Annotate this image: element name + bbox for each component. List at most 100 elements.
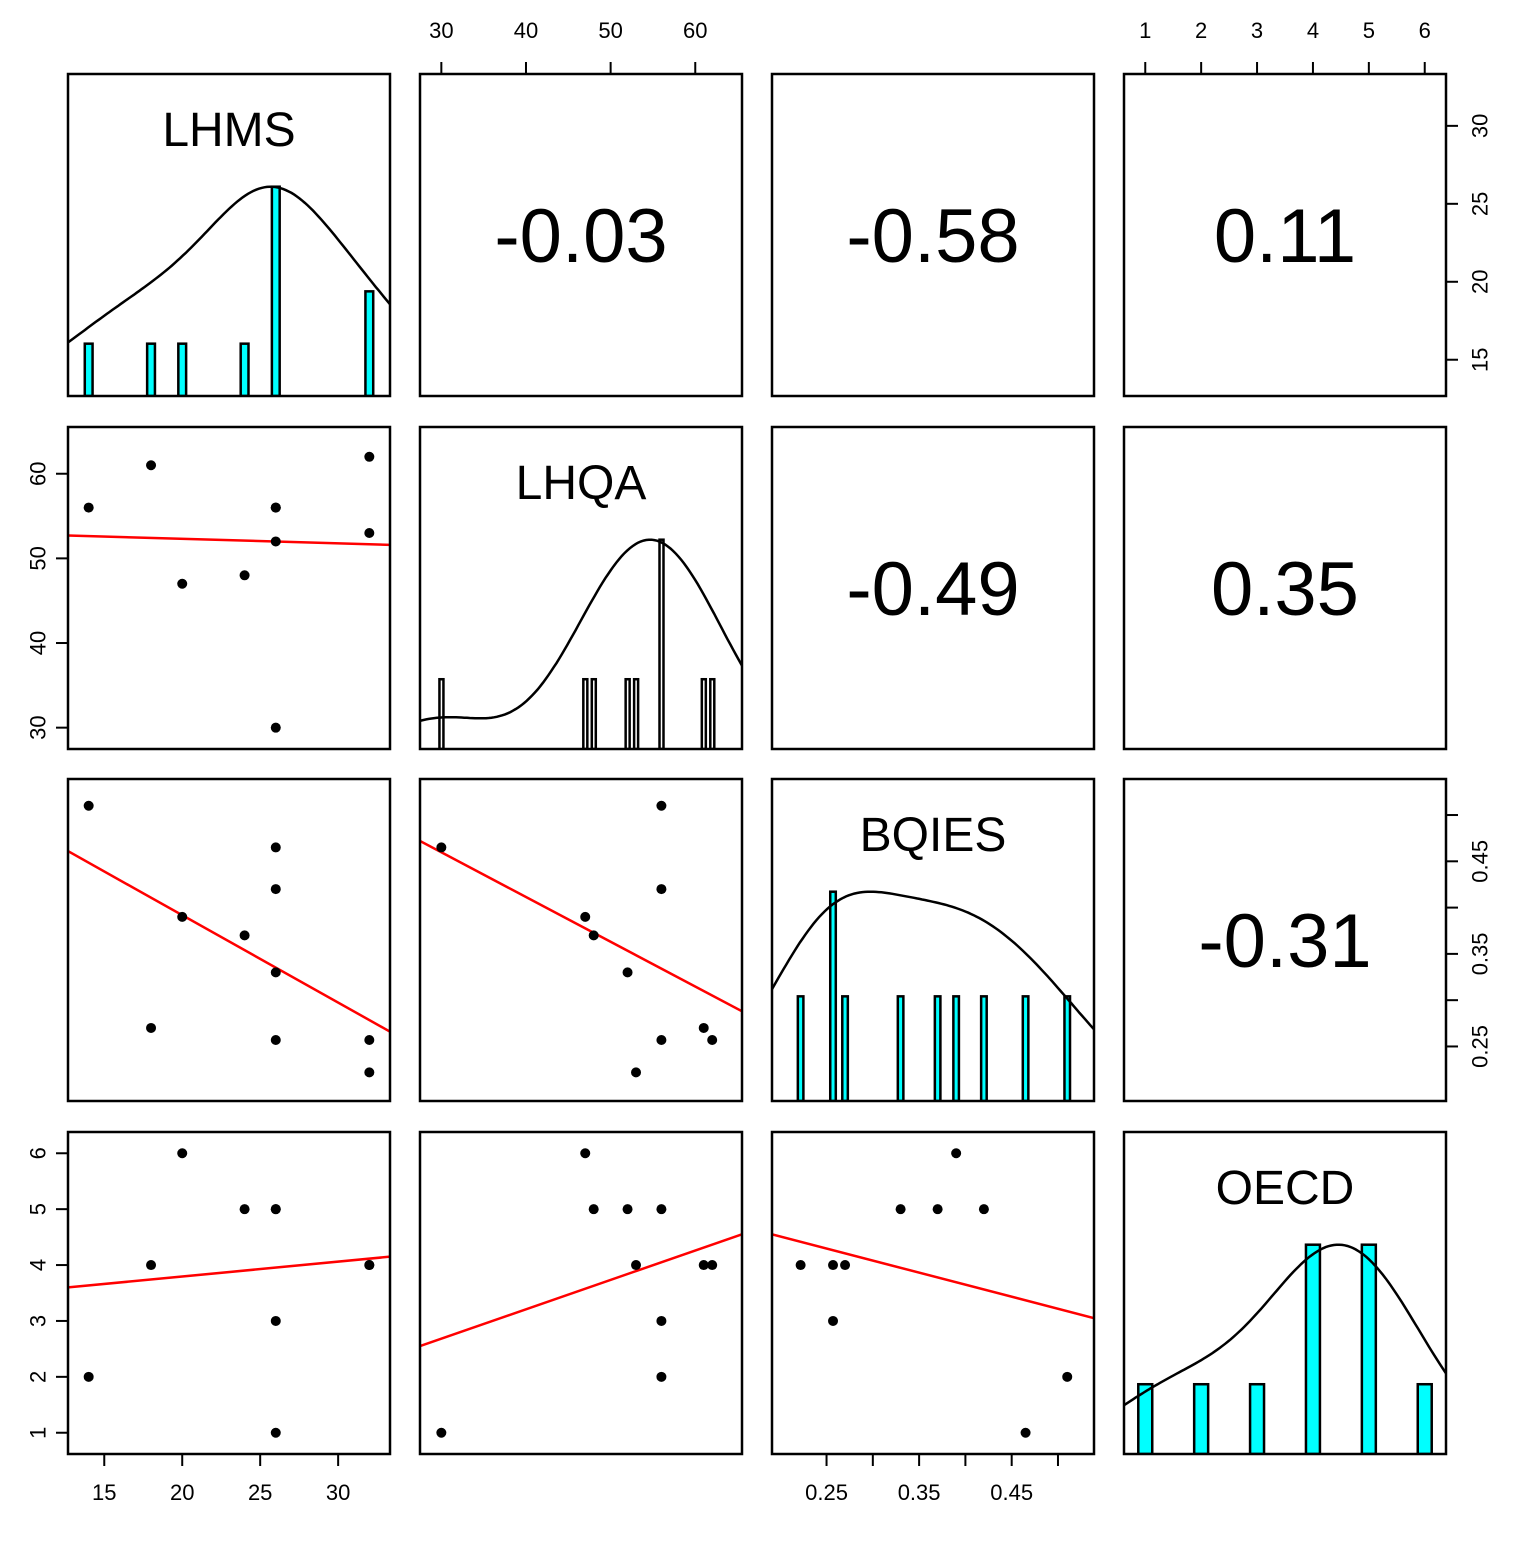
panel-frame-1-1 — [418, 425, 744, 751]
histogram-bar-LHMS-4 — [270, 185, 281, 396]
panel-frame-0-2 — [770, 72, 1096, 398]
histogram-bar-LHQA-0 — [438, 677, 445, 749]
scatter-point-3-1-5 — [436, 1427, 447, 1438]
bottom-tick-label-LHMS-2: 25 — [248, 1480, 272, 1505]
panel-frame-1-0 — [66, 425, 392, 751]
panel-frame-3-2 — [770, 1130, 1096, 1456]
scatter-point-3-1-9 — [631, 1260, 642, 1271]
scatter-point-3-0-2 — [177, 1148, 188, 1159]
left-tick-label-OECD-1: 2 — [26, 1371, 51, 1383]
scatter-point-2-0-1 — [146, 1022, 157, 1033]
scatter-point-3-1-2 — [580, 1148, 591, 1159]
scatter-point-3-0-3 — [239, 1204, 250, 1215]
panel-0-0 — [68, 185, 390, 396]
histogram-bar-BQIES-3 — [896, 995, 905, 1101]
fit-line-2-0 — [68, 850, 390, 1033]
top-tick-label-LHQA-3: 60 — [683, 18, 707, 43]
panel-3-2 — [772, 1148, 1094, 1438]
histogram-bar-BQIES-6 — [979, 995, 988, 1101]
scatter-point-3-2-6 — [895, 1204, 906, 1215]
correlation-label-1-3: 0.35 — [1211, 547, 1359, 632]
scatter-point-2-1-7 — [656, 884, 667, 895]
histogram-bar-OECD-1 — [1192, 1382, 1210, 1454]
scatter-point-3-2-5 — [1020, 1427, 1031, 1438]
panel-1-1 — [420, 538, 742, 749]
scatter-point-1-0-0 — [83, 502, 94, 513]
histogram-bar-LHQA-1 — [582, 677, 589, 749]
scatter-point-2-0-4 — [270, 1034, 281, 1045]
panel-frame-1-3 — [1122, 425, 1448, 751]
panel-2-0 — [68, 800, 390, 1078]
left-tick-label-LHQA-1: 40 — [26, 631, 51, 655]
bottom-tick-label-BQIES-0: 0.25 — [805, 1480, 848, 1505]
left-tick-label-OECD-0: 1 — [26, 1427, 51, 1439]
panel-1-0 — [68, 451, 390, 733]
scatter-point-1-0-2 — [177, 578, 188, 589]
histogram-bar-LHMS-1 — [145, 342, 157, 396]
scatter-point-3-1-0 — [656, 1371, 667, 1382]
panel-frame-3-1 — [418, 1130, 744, 1456]
top-tick-label-LHQA-1: 40 — [514, 18, 538, 43]
top-tick-label-LHQA-2: 50 — [598, 18, 622, 43]
panel-2-2 — [772, 890, 1094, 1101]
panel-frame-1-2 — [770, 425, 1096, 751]
top-tick-label-OECD-0: 1 — [1139, 18, 1151, 43]
histogram-bar-LHQA-4 — [632, 677, 640, 749]
scatter-point-3-1-7 — [656, 1204, 667, 1215]
left-tick-label-LHQA-3: 60 — [26, 461, 51, 485]
scatter-point-1-0-9 — [364, 527, 375, 538]
panel-frame-3-0 — [66, 1130, 392, 1456]
bottom-tick-label-LHMS-3: 30 — [326, 1480, 350, 1505]
histogram-bar-BQIES-0 — [796, 995, 805, 1101]
scatter-point-3-0-5 — [270, 1427, 281, 1438]
histogram-bar-LHQA-6 — [700, 677, 708, 749]
panel-frame-2-0 — [66, 777, 392, 1103]
right-tick-label-BQIES-4: 0.45 — [1468, 840, 1493, 883]
histogram-bar-LHQA-7 — [709, 677, 716, 749]
scatter-point-1-0-8 — [364, 451, 375, 462]
panel-3-3 — [1124, 1243, 1446, 1454]
bottom-tick-label-LHMS-0: 15 — [92, 1480, 116, 1505]
variable-label-LHMS: LHMS — [162, 104, 295, 157]
scatter-point-3-1-8 — [707, 1260, 718, 1271]
histogram-bar-LHMS-3 — [239, 342, 250, 396]
left-tick-label-LHQA-0: 30 — [26, 715, 51, 739]
scatter-point-1-0-7 — [270, 502, 281, 513]
scatter-point-3-1-3 — [588, 1204, 599, 1215]
scatter-point-3-0-1 — [146, 1260, 157, 1271]
histogram-bar-LHMS-0 — [83, 342, 94, 396]
histogram-bar-BQIES-2 — [841, 995, 850, 1101]
panel-frame-2-2 — [770, 777, 1096, 1103]
fit-line-3-2 — [772, 1233, 1094, 1320]
scatter-point-3-2-7 — [978, 1204, 989, 1215]
scatter-point-2-0-6 — [270, 967, 281, 978]
histogram-bar-BQIES-5 — [952, 995, 961, 1101]
bottom-tick-label-BQIES-2: 0.35 — [898, 1480, 941, 1505]
histogram-bar-LHMS-5 — [364, 290, 375, 396]
scatter-point-2-1-1 — [698, 1022, 709, 1033]
right-tick-label-LHMS-0: 15 — [1468, 347, 1493, 371]
scatter-point-3-0-7 — [270, 1204, 281, 1215]
scatter-point-2-1-3 — [588, 930, 599, 941]
histogram-bar-OECD-2 — [1248, 1382, 1266, 1454]
left-tick-label-LHQA-2: 50 — [26, 546, 51, 570]
correlation-label-0-1: -0.03 — [494, 194, 667, 279]
histogram-bar-LHQA-5 — [658, 538, 665, 749]
histogram-bar-BQIES-4 — [933, 995, 942, 1101]
scatter-point-1-0-3 — [239, 570, 250, 581]
scatter-point-3-0-0 — [83, 1371, 94, 1382]
scatter-point-3-0-9 — [364, 1260, 375, 1271]
scatter-point-2-1-8 — [707, 1034, 718, 1045]
scatter-point-2-0-9 — [364, 1067, 375, 1078]
correlation-label-0-2: -0.58 — [846, 194, 1019, 279]
right-tick-label-LHMS-1: 20 — [1468, 270, 1493, 294]
scatter-point-2-1-6 — [622, 967, 633, 978]
panel-3-1 — [420, 1148, 742, 1438]
histogram-bar-OECD-4 — [1360, 1243, 1378, 1454]
scatter-point-3-2-4 — [828, 1315, 839, 1326]
scatter-point-3-2-1 — [840, 1260, 851, 1271]
scatter-point-2-1-4 — [656, 1034, 667, 1045]
scatter-point-3-1-6 — [622, 1204, 633, 1215]
correlation-label-0-3: 0.11 — [1214, 194, 1356, 279]
